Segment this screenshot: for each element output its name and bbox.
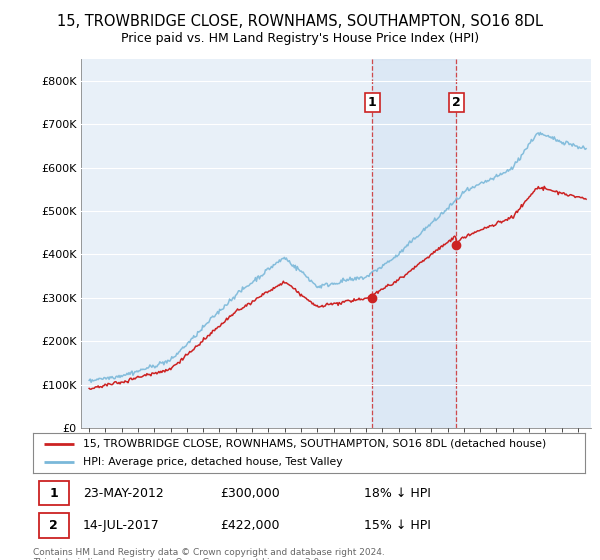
Text: 2: 2 <box>452 96 461 109</box>
Text: 18% ↓ HPI: 18% ↓ HPI <box>364 487 431 500</box>
Text: Price paid vs. HM Land Registry's House Price Index (HPI): Price paid vs. HM Land Registry's House … <box>121 32 479 45</box>
Text: £300,000: £300,000 <box>221 487 280 500</box>
FancyBboxPatch shape <box>38 481 69 505</box>
Text: £422,000: £422,000 <box>221 519 280 532</box>
Bar <box>373 59 456 428</box>
Text: 14-JUL-2017: 14-JUL-2017 <box>83 519 160 532</box>
Text: Contains HM Land Registry data © Crown copyright and database right 2024.
This d: Contains HM Land Registry data © Crown c… <box>33 548 385 560</box>
Text: 15, TROWBRIDGE CLOSE, ROWNHAMS, SOUTHAMPTON, SO16 8DL: 15, TROWBRIDGE CLOSE, ROWNHAMS, SOUTHAMP… <box>57 14 543 29</box>
Text: 1: 1 <box>49 487 58 500</box>
Text: 23-MAY-2012: 23-MAY-2012 <box>83 487 163 500</box>
Text: 15, TROWBRIDGE CLOSE, ROWNHAMS, SOUTHAMPTON, SO16 8DL (detached house): 15, TROWBRIDGE CLOSE, ROWNHAMS, SOUTHAMP… <box>83 439 546 449</box>
Text: 2: 2 <box>49 519 58 532</box>
FancyBboxPatch shape <box>38 514 69 538</box>
Text: 1: 1 <box>368 96 377 109</box>
Text: HPI: Average price, detached house, Test Valley: HPI: Average price, detached house, Test… <box>83 458 343 467</box>
Text: 15% ↓ HPI: 15% ↓ HPI <box>364 519 431 532</box>
